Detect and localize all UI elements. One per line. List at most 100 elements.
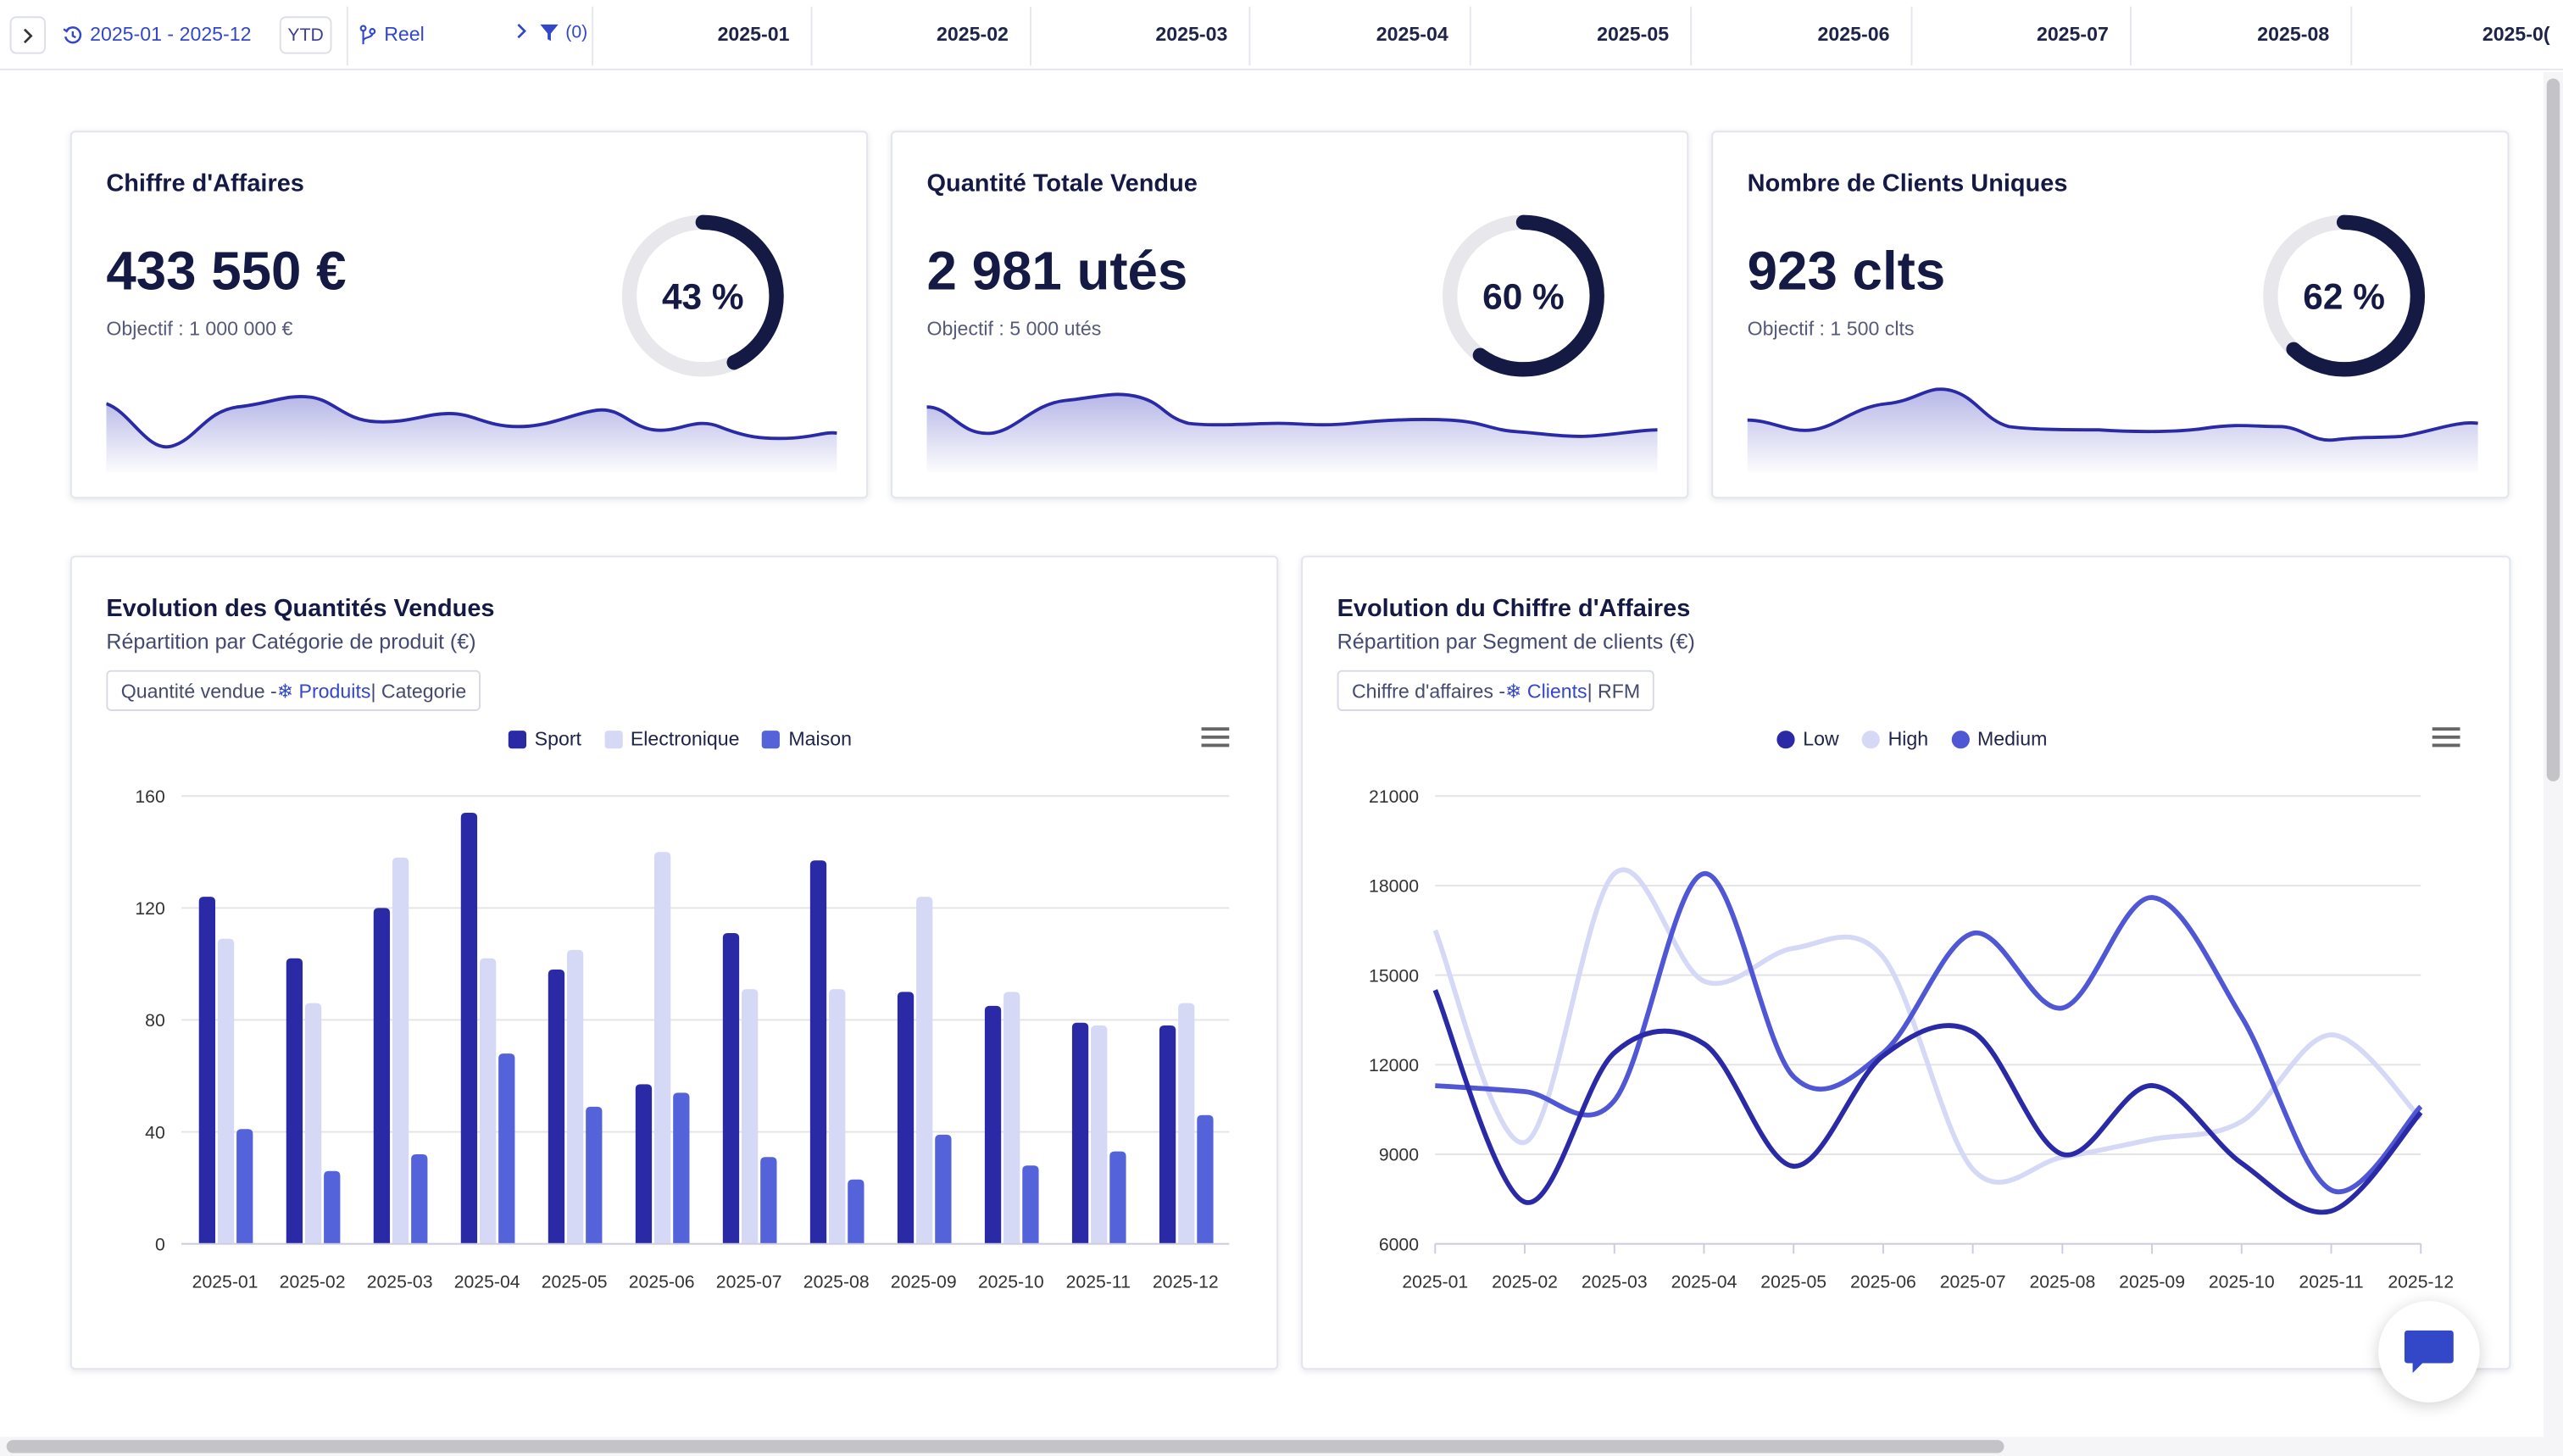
x-tick-label: 2025-09 bbox=[2119, 1273, 2185, 1292]
y-tick-label: 160 bbox=[135, 787, 164, 807]
vertical-scroll-thumb[interactable] bbox=[2546, 78, 2560, 781]
bar-electronique bbox=[916, 897, 933, 1244]
kpi-title: Chiffre d'Affaires bbox=[106, 169, 304, 198]
hamburger-menu-icon[interactable] bbox=[1201, 727, 1230, 750]
scenario-selector[interactable]: Reel bbox=[358, 23, 425, 46]
filter-button[interactable]: (0) bbox=[539, 23, 587, 42]
legend-item-electronique[interactable]: Electronique bbox=[603, 727, 740, 751]
bar-sport bbox=[286, 958, 303, 1244]
kpi-sparkline bbox=[106, 395, 837, 473]
legend-label: Electronique bbox=[630, 727, 740, 751]
period-selector[interactable]: 2025-01 - 2025-12 bbox=[62, 23, 252, 46]
history-icon bbox=[63, 25, 82, 43]
month-column-header[interactable]: 2025-03 bbox=[1155, 23, 1228, 47]
x-tick-label: 2025-03 bbox=[367, 1273, 433, 1292]
horizontal-scroll-thumb[interactable] bbox=[6, 1440, 2004, 1453]
chip-prefix: Chiffre d'affaires - bbox=[1351, 679, 1506, 703]
quantity-bar-chart: 0 40 80 120 160 2025-01 2025-02 2025-03 2025-04 2… bbox=[135, 787, 1230, 1292]
vertical-scrollbar[interactable] bbox=[2543, 71, 2563, 1456]
chip-dimension-link[interactable]: Produits bbox=[298, 679, 371, 703]
expand-toolbar-button[interactable] bbox=[9, 16, 47, 54]
bar-maison bbox=[1109, 1151, 1126, 1244]
bar-sport bbox=[1159, 1025, 1176, 1244]
chart-legend: Sport Electronique Maison bbox=[508, 727, 852, 751]
period-toolbar: 2025-01 - 2025-12 YTD Reel (0) 2025-01 20… bbox=[0, 0, 2563, 70]
bar-sport bbox=[1071, 1022, 1089, 1244]
legend-item-medium[interactable]: Medium bbox=[1951, 727, 2047, 750]
bar-maison bbox=[1197, 1114, 1214, 1244]
bar-maison bbox=[236, 1129, 253, 1244]
sparkline-line bbox=[1747, 387, 2478, 442]
month-column-header[interactable]: 2025-01 bbox=[717, 23, 790, 47]
month-column-header[interactable]: 2025-07 bbox=[2036, 23, 2109, 47]
horizontal-scrollbar[interactable] bbox=[0, 1437, 2544, 1456]
x-tick-label: 2025-02 bbox=[1492, 1273, 1558, 1292]
bar-sport bbox=[635, 1084, 653, 1244]
x-tick-label: 2025-04 bbox=[1671, 1273, 1737, 1292]
y-tick-label: 40 bbox=[145, 1123, 165, 1142]
kpi-value: 433 550 € bbox=[106, 240, 347, 301]
revenue-line-chart: 6000 9000 12000 15000 18000 21000 2025-01 2025-… bbox=[1369, 787, 2454, 1292]
chevron-right-icon bbox=[517, 23, 526, 39]
legend-label: Maison bbox=[788, 727, 852, 751]
bar-maison bbox=[848, 1179, 865, 1244]
bar-sport bbox=[984, 1005, 1002, 1244]
series-line-medium bbox=[1435, 870, 2423, 1195]
expand-scenario-button[interactable] bbox=[515, 23, 530, 39]
month-divider bbox=[1910, 6, 1913, 66]
bar-maison bbox=[673, 1092, 690, 1244]
progress-donut: 43 % bbox=[621, 214, 784, 377]
bar-electronique bbox=[1004, 992, 1020, 1244]
bar-maison bbox=[935, 1134, 952, 1244]
chip-dimension-link[interactable]: Clients bbox=[1526, 679, 1587, 703]
donut-progress-arc bbox=[1442, 214, 1604, 377]
kpi-sparkline bbox=[926, 392, 1658, 473]
month-column-header[interactable]: 2025-04 bbox=[1376, 23, 1448, 47]
donut-percent-label: 62 % bbox=[2303, 277, 2385, 317]
legend-item-sport[interactable]: Sport bbox=[508, 727, 581, 750]
series-line-high bbox=[1432, 867, 2423, 1185]
x-tick-label: 2025-11 bbox=[2299, 1273, 2363, 1292]
bar-electronique bbox=[1178, 1003, 1195, 1244]
bar-sport bbox=[897, 992, 915, 1244]
legend-label: Low bbox=[1803, 727, 1839, 751]
measure-chip[interactable]: Chiffre d'affaires - ❄ Clients | RFM bbox=[1337, 670, 1655, 711]
legend-swatch bbox=[1951, 730, 1970, 748]
month-divider bbox=[1030, 6, 1031, 66]
chart-title: Evolution du Chiffre d'Affaires bbox=[1337, 595, 1691, 623]
bar-electronique bbox=[392, 857, 409, 1244]
legend-item-maison[interactable]: Maison bbox=[762, 727, 852, 751]
hamburger-menu-icon[interactable] bbox=[2432, 727, 2460, 750]
revenue-chart-card: Evolution du Chiffre d'Affaires Répartit… bbox=[1301, 555, 2511, 1370]
x-tick-label: 2025-09 bbox=[891, 1273, 957, 1292]
month-column-header[interactable]: 2025-02 bbox=[936, 23, 1009, 47]
toolbar-divider bbox=[592, 6, 594, 66]
progress-donut: 60 % bbox=[1442, 214, 1604, 377]
snowflake-icon: ❄ bbox=[1505, 679, 1527, 703]
sparkline-area bbox=[106, 396, 837, 473]
bar-electronique bbox=[566, 949, 584, 1244]
bar-sport bbox=[373, 908, 391, 1244]
legend-item-low[interactable]: Low bbox=[1776, 727, 1839, 751]
legend-item-high[interactable]: High bbox=[1861, 727, 1928, 750]
measure-chip[interactable]: Quantité vendue - ❄ Produits | Categorie bbox=[106, 670, 481, 711]
month-column-header[interactable]: 2025-08 bbox=[2257, 23, 2330, 47]
chat-button[interactable] bbox=[2378, 1301, 2480, 1403]
x-tick-label: 2025-08 bbox=[803, 1273, 870, 1292]
chevron-right-icon bbox=[23, 27, 33, 43]
bar-electronique bbox=[479, 958, 497, 1244]
legend-label: Medium bbox=[1977, 727, 2048, 751]
kpi-value: 2 981 utés bbox=[926, 240, 1188, 301]
quantity-chart-card: Evolution des Quantités Vendues Répartit… bbox=[69, 555, 1279, 1370]
month-column-header[interactable]: 2025-05 bbox=[1597, 23, 1670, 47]
bar-electronique bbox=[742, 989, 759, 1244]
x-tick-label: 2025-10 bbox=[978, 1273, 1044, 1292]
chart-legend: Low High Medium bbox=[1776, 727, 2047, 750]
ytd-button[interactable]: YTD bbox=[279, 16, 332, 54]
kpi-card: Quantité Totale Vendue 2 981 utés Object… bbox=[891, 131, 1689, 499]
month-column-header[interactable]: 2025-0( bbox=[2482, 23, 2550, 47]
month-column-header[interactable]: 2025-06 bbox=[1817, 23, 1890, 47]
legend-swatch bbox=[1776, 730, 1795, 748]
legend-swatch bbox=[603, 730, 623, 748]
bar-electronique bbox=[304, 1003, 322, 1244]
